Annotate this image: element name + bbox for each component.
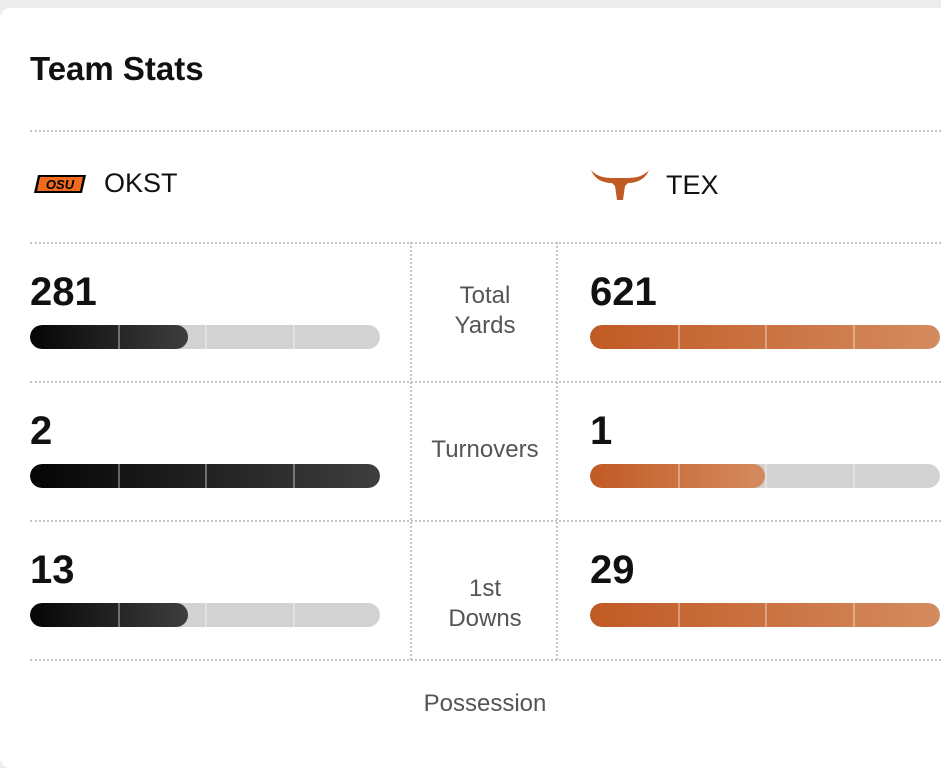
bar-tick (117, 464, 120, 488)
divider (30, 242, 941, 244)
bar-tick (852, 325, 855, 349)
svg-text:OSU: OSU (46, 177, 75, 192)
bar-tick (765, 464, 767, 488)
tex-stat-bar (590, 603, 940, 627)
okst-stat-value: 13 (30, 548, 75, 592)
tex-stat-value: 621 (590, 270, 657, 314)
divider (556, 242, 558, 660)
okst-stat-bar-fill (30, 325, 188, 349)
stat-label: Turnovers (431, 436, 539, 463)
bar-tick (852, 603, 855, 627)
bar-tick (292, 464, 295, 488)
bar-tick (292, 603, 295, 627)
tex-stat-bar (590, 464, 940, 488)
okst-stat-bar (30, 464, 380, 488)
tex-stat-value: 1 (590, 409, 613, 453)
tex-stat-bar-fill (590, 603, 940, 627)
bar-tick (205, 464, 207, 488)
bar-tick (677, 603, 680, 627)
bar-tick (677, 325, 680, 349)
okst-stat-bar (30, 603, 380, 627)
bar-tick (205, 603, 207, 627)
okst-stat-bar-fill (30, 603, 188, 627)
team-name: TEX (666, 169, 719, 200)
stat-label: 1st Downs (448, 575, 522, 632)
bar-tick (677, 464, 680, 488)
bar-tick (765, 603, 767, 627)
okst-stat-value: 281 (30, 270, 97, 314)
tex-stat-bar (590, 325, 940, 349)
bar-tick (205, 325, 207, 349)
okst-stat-bar (30, 325, 380, 349)
section-title: Team Stats (30, 50, 204, 87)
divider (410, 242, 412, 660)
divider (30, 659, 941, 661)
bar-tick (117, 325, 120, 349)
bar-tick (117, 603, 120, 627)
tex-stat-value: 29 (590, 548, 635, 592)
team-stats-card (0, 8, 941, 768)
okst-stat-value: 2 (30, 409, 53, 453)
stat-label-possession: Possession (423, 690, 547, 717)
bar-tick (852, 464, 855, 488)
tex-stat-bar-fill (590, 325, 940, 349)
bar-tick (292, 325, 295, 349)
team-header-tex: TEX (590, 168, 719, 202)
divider (30, 130, 941, 132)
tex-stat-bar-fill (590, 464, 765, 488)
longhorn-logo-icon (591, 170, 649, 200)
osu-logo-icon: OSU (34, 174, 86, 193)
divider (30, 381, 941, 383)
divider (30, 520, 941, 522)
team-header-okst: OSU OKST (32, 168, 178, 199)
okst-stat-bar-fill (30, 464, 380, 488)
bar-tick (765, 325, 767, 349)
team-name: OKST (104, 168, 178, 198)
stat-label: Total Yards (454, 282, 516, 339)
